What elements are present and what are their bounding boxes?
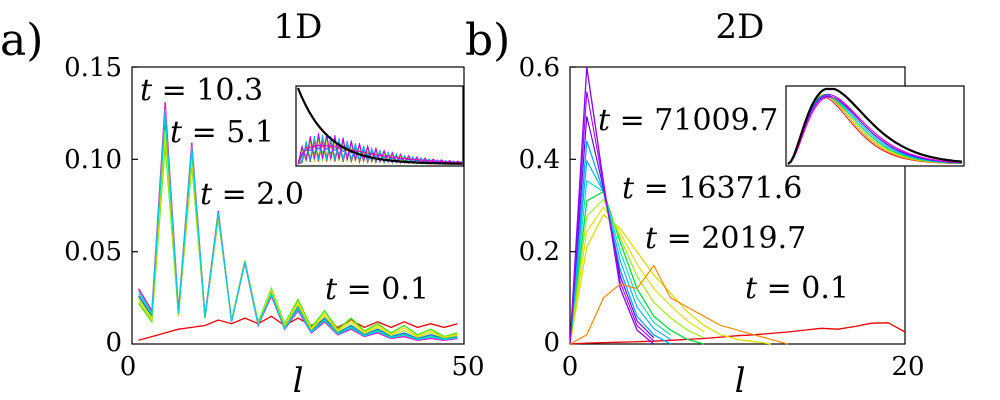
series-line-1d	[138, 102, 458, 341]
y-tick-label: 0.05	[64, 237, 122, 267]
series-line-2d	[569, 322, 906, 345]
series-line-1d	[138, 315, 458, 341]
x-tick-label: 0	[562, 352, 579, 382]
x-axis-label: l	[735, 361, 746, 400]
y-tick-label: 0	[543, 328, 560, 358]
inset-series-line	[297, 132, 463, 165]
panel-label-b: b)	[465, 15, 510, 66]
panel-title-2d: 2D	[716, 7, 765, 47]
series-group-1d	[138, 102, 458, 341]
panel-1d: a) 1D 0.15 0.10 0.05 0 0 50 l t = 10.3 t…	[0, 7, 485, 400]
inset-series-line	[787, 96, 963, 165]
panel-title-1d: 1D	[274, 7, 323, 47]
panel-label-a: a)	[0, 15, 43, 66]
curve-label: t = 16371.6	[622, 171, 802, 206]
y-tick-label: 0.15	[64, 53, 122, 83]
curve-label: t = 71009.7	[598, 103, 778, 138]
series-line-interp	[569, 179, 671, 345]
series-line-2d	[569, 140, 671, 345]
series-line-early	[569, 264, 788, 345]
x-tick-label: 20	[891, 352, 924, 382]
curve-label: t = 2019.7	[645, 221, 806, 256]
curve-label: t = 10.3	[140, 73, 263, 108]
y-tick-label: 0.10	[64, 145, 122, 175]
inset-reference-curve	[296, 87, 462, 165]
x-tick-label: 50	[451, 352, 484, 382]
y-tick-label: 0.4	[519, 145, 560, 175]
series-line-2d	[569, 213, 772, 345]
x-axis-label: l	[293, 361, 304, 400]
x-tick-label: 0	[120, 352, 137, 382]
y-tick-label: 0.2	[519, 237, 560, 267]
y-tick-label: 0	[105, 328, 122, 358]
series-line-interp	[569, 206, 705, 345]
curve-label: t = 2.0	[200, 177, 304, 212]
series-group-2d	[569, 66, 906, 345]
curve-label: t = 0.1	[745, 271, 849, 306]
inset-2d	[785, 85, 965, 167]
curve-label: t = 0.1	[325, 272, 429, 307]
series-line-interp	[569, 198, 705, 345]
series-line-interp	[569, 159, 671, 345]
inset-series-line	[297, 145, 463, 165]
series-line-interp	[138, 108, 458, 341]
curve-label: t = 5.1	[170, 115, 274, 150]
inset-reference-curve	[787, 87, 963, 165]
inset-1d	[295, 85, 464, 167]
panel-2d: b) 2D 0.6 0.4 0.2 0 0 20 l t = 71009.7 t…	[465, 7, 965, 400]
series-line-interp	[138, 129, 458, 339]
y-tick-label: 0.6	[519, 53, 560, 83]
series-line-interp	[569, 91, 655, 345]
